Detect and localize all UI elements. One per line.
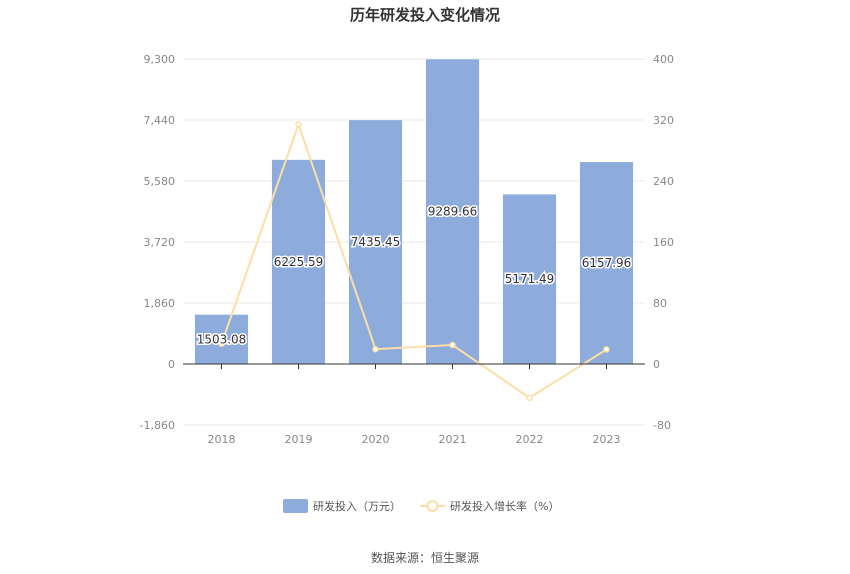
left-y-axis: 9,300 7,440 5,580 3,720 1,860 0 -1,860 [140, 53, 175, 432]
bar-value-label: 7435.45 [351, 235, 401, 249]
growth-point-2023[interactable] [603, 346, 610, 353]
y-left-tick-label: 0 [168, 358, 175, 371]
growth-point-2022[interactable] [526, 394, 533, 402]
chart-title: 历年研发投入变化情况 [350, 6, 500, 24]
y-left-tick-label: -1,860 [140, 419, 175, 432]
bar-series [194, 59, 634, 364]
x-tick-label: 2023 [593, 433, 621, 446]
y-right-tick-label: 160 [653, 236, 674, 249]
bar-value-label: 9289.66 [428, 205, 478, 219]
bar-value-label: 6225.59 [274, 255, 324, 269]
x-tick-label: 2018 [208, 433, 236, 446]
y-right-tick-label: 320 [653, 114, 674, 127]
growth-point-2018[interactable] [218, 340, 225, 348]
y-right-tick-label: 400 [653, 53, 674, 66]
bar-2022[interactable] [502, 194, 557, 364]
bar-2023[interactable] [579, 162, 634, 364]
legend-line-label: 研发投入增长率（%） [450, 499, 559, 513]
bar-value-label: 6157.96 [582, 256, 632, 270]
source-note: 数据来源：恒生聚源 [371, 550, 479, 565]
y-right-tick-label: -80 [653, 419, 671, 432]
x-tick-label: 2022 [516, 433, 544, 446]
gridlines [183, 58, 645, 426]
right-y-axis: 400 320 240 160 80 0 -80 [653, 53, 674, 432]
bar-value-label: 1503.08 [197, 332, 247, 346]
legend-bar-swatch [283, 499, 308, 513]
growth-point-2021[interactable] [449, 341, 456, 349]
y-right-tick-label: 0 [653, 358, 660, 371]
y-right-tick-label: 240 [653, 175, 674, 188]
x-tick-label: 2021 [439, 433, 467, 446]
growth-point-2019[interactable] [295, 121, 302, 128]
legend[interactable]: 研发投入（万元） 研发投入增长率（%） [283, 499, 559, 513]
growth-line-series [218, 121, 610, 402]
bar-value-label: 5171.49 [505, 272, 555, 286]
y-left-tick-label: 5,580 [144, 175, 176, 188]
y-right-tick-label: 80 [653, 297, 667, 310]
growth-line [220, 121, 608, 399]
bar-2021[interactable] [425, 59, 480, 364]
y-left-tick-label: 3,720 [144, 236, 176, 249]
x-tick-label: 2020 [362, 433, 390, 446]
x-axis: 2018 2019 2020 2021 2022 2023 [183, 363, 645, 446]
y-left-tick-label: 9,300 [144, 53, 176, 66]
growth-point-2020[interactable] [372, 345, 379, 353]
bar-data-labels: 1503.08 6225.59 7435.45 9289.66 5171.49 6157.… [195, 203, 633, 348]
legend-bar-label: 研发投入（万元） [313, 499, 401, 513]
bar-2020[interactable] [348, 120, 403, 364]
legend-line-marker [426, 500, 439, 512]
y-left-tick-label: 7,440 [144, 114, 176, 127]
bar-2019[interactable] [271, 159, 326, 364]
bar-2018[interactable] [194, 314, 249, 364]
x-tick-label: 2019 [285, 433, 313, 446]
y-left-tick-label: 1,860 [144, 297, 176, 310]
